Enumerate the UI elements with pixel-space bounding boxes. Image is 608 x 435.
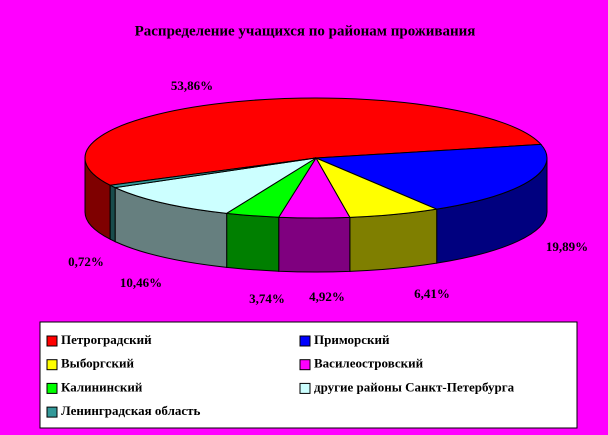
slice <box>113 157 317 214</box>
pie-sides <box>84 157 548 273</box>
legend-label: Калининский <box>61 379 143 394</box>
legend-label: Выборгский <box>61 356 135 371</box>
value-label: 53,86% <box>171 78 213 93</box>
legend-label: Петроградский <box>61 332 152 347</box>
value-labels: 53,86% 19,89% 6,41% 4,92% 3,74% 10,46% 0,72% <box>68 78 588 306</box>
legend-marker <box>46 359 58 371</box>
pie-tops <box>84 97 548 219</box>
legend-marker <box>46 382 58 394</box>
slice-side <box>226 212 280 272</box>
legend-marker <box>299 335 311 347</box>
value-label: 19,89% <box>546 239 588 254</box>
slice-side <box>278 216 351 273</box>
legend-label: Приморский <box>314 332 390 347</box>
value-label: 3,74% <box>249 291 285 306</box>
value-label: 10,46% <box>120 275 162 290</box>
legend-marker <box>46 335 58 347</box>
slice-side <box>349 208 438 272</box>
slice <box>108 157 317 189</box>
legend-label: Ленинградская область <box>61 403 201 418</box>
legend: Петроградский Приморский Выборгский Василео… <box>46 332 515 418</box>
legend-marker <box>299 382 311 394</box>
value-label: 0,72% <box>68 254 104 269</box>
legend-label: другие районы Санкт-Петербурга <box>314 379 515 394</box>
slice <box>84 97 543 186</box>
slice <box>315 143 548 210</box>
legend-marker <box>46 406 58 418</box>
legend-marker <box>299 359 311 371</box>
chart-title: Распределение учащихся по районам прожив… <box>135 23 476 39</box>
slice-side <box>109 184 116 243</box>
value-label: 4,92% <box>309 289 345 304</box>
value-label: 6,41% <box>414 286 450 301</box>
legend-label: Василеостровский <box>314 356 424 371</box>
